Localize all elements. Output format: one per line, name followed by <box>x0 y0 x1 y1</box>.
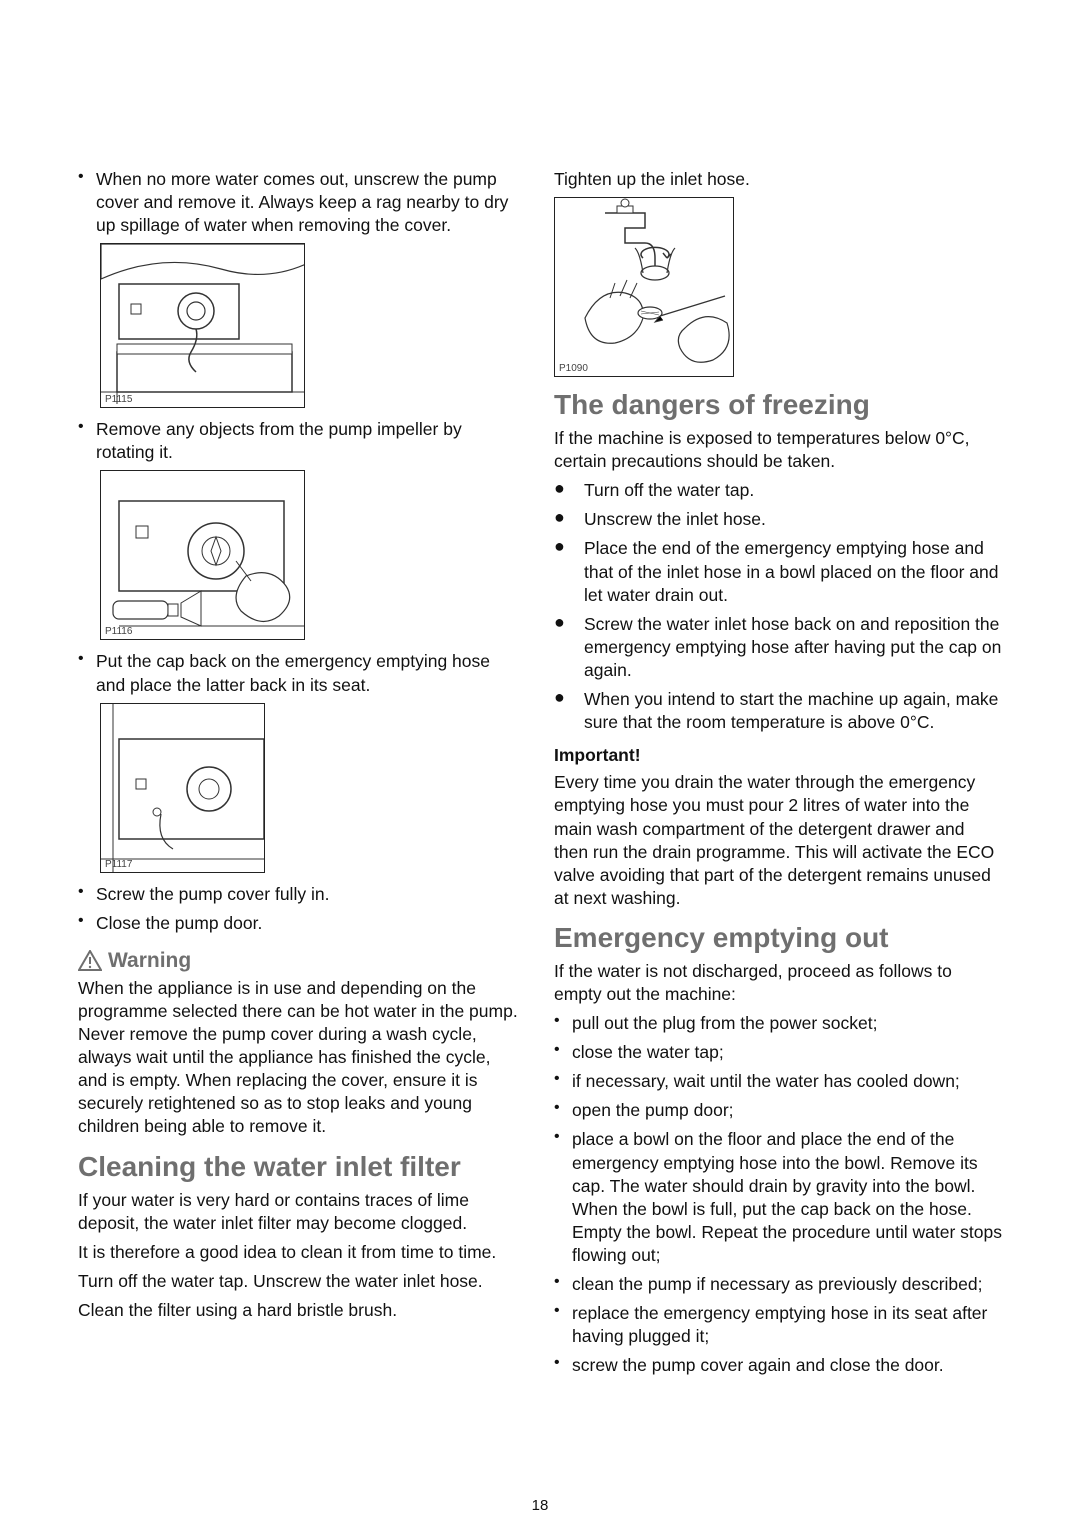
bullet: • <box>554 1302 572 1348</box>
bullet: • <box>78 883 96 906</box>
bullet: • <box>554 1012 572 1035</box>
li-text: replace the emergency emptying hose in i… <box>572 1302 1002 1348</box>
list-item: ● Screw the water inlet hose back on and… <box>554 613 1002 682</box>
li-text: Remove any objects from the pump impelle… <box>96 418 518 464</box>
page-number: 18 <box>0 1497 1080 1514</box>
right-column: Tighten up the inlet hose. <box>554 168 1002 1528</box>
li-text: clean the pump if necessary as previousl… <box>572 1273 1002 1296</box>
list-item: • screw the pump cover again and close t… <box>554 1354 1002 1377</box>
li-text: open the pump door; <box>572 1099 1002 1122</box>
li-text: Place the end of the emergency emptying … <box>584 537 1002 606</box>
warning-text: When the appliance is in use and dependi… <box>78 977 518 1139</box>
list-item: • Close the pump door. <box>78 912 518 935</box>
body-text: If your water is very hard or contains t… <box>78 1189 518 1235</box>
body-text: Tighten up the inlet hose. <box>554 168 1002 191</box>
list-item: • replace the emergency emptying hose in… <box>554 1302 1002 1348</box>
li-text: Screw the water inlet hose back on and r… <box>584 613 1002 682</box>
li-text: Screw the pump cover fully in. <box>96 883 518 906</box>
bullet: • <box>554 1354 572 1377</box>
bullet: • <box>78 168 96 237</box>
li-text: Turn off the water tap. <box>584 479 1002 502</box>
body-text: Turn off the water tap. Unscrew the wate… <box>78 1270 518 1293</box>
bullet: • <box>78 418 96 464</box>
list-item: ● When you intend to start the machine u… <box>554 688 1002 734</box>
li-text: Unscrew the inlet hose. <box>584 508 1002 531</box>
bullet: ● <box>554 688 584 734</box>
figure-p1116: P1116 <box>100 470 305 640</box>
bullet: ● <box>554 537 584 606</box>
important-text: Every time you drain the water through t… <box>554 771 1002 910</box>
warning-icon <box>78 950 102 971</box>
li-text: place a bowl on the floor and place the … <box>572 1128 1002 1267</box>
figure-label: P1116 <box>105 626 132 637</box>
li-text: if necessary, wait until the water has c… <box>572 1070 1002 1093</box>
section-emergency-title: Emergency emptying out <box>554 922 1002 954</box>
body-text: It is therefore a good idea to clean it … <box>78 1241 518 1264</box>
li-text: When no more water comes out, unscrew th… <box>96 168 518 237</box>
list-item: • When no more water comes out, unscrew … <box>78 168 518 237</box>
li-text: When you intend to start the machine up … <box>584 688 1002 734</box>
list-item: • pull out the plug from the power socke… <box>554 1012 1002 1035</box>
body-text: If the water is not discharged, proceed … <box>554 960 1002 1006</box>
figure-p1090: P1090 <box>554 197 734 377</box>
section-freezing-title: The dangers of freezing <box>554 389 1002 421</box>
bullet: • <box>78 912 96 935</box>
left-column: • When no more water comes out, unscrew … <box>78 168 518 1528</box>
bullet: • <box>554 1070 572 1093</box>
figure-p1117: P1117 <box>100 703 265 873</box>
li-text: Close the pump door. <box>96 912 518 935</box>
bullet: ● <box>554 613 584 682</box>
li-text: pull out the plug from the power socket; <box>572 1012 1002 1035</box>
list-item: • place a bowl on the floor and place th… <box>554 1128 1002 1267</box>
list-item: • if necessary, wait until the water has… <box>554 1070 1002 1093</box>
list-item: • Screw the pump cover fully in. <box>78 883 518 906</box>
important-label: Important! <box>554 744 1002 767</box>
li-text: screw the pump cover again and close the… <box>572 1354 1002 1377</box>
li-text: close the water tap; <box>572 1041 1002 1064</box>
list-item: • close the water tap; <box>554 1041 1002 1064</box>
bullet: • <box>554 1099 572 1122</box>
figure-label: P1090 <box>559 363 588 374</box>
list-item: • Remove any objects from the pump impel… <box>78 418 518 464</box>
figure-label: P1117 <box>105 859 132 870</box>
body-text: If the machine is exposed to temperature… <box>554 427 1002 473</box>
list-item: ● Place the end of the emergency emptyin… <box>554 537 1002 606</box>
li-text: Put the cap back on the emergency emptyi… <box>96 650 518 696</box>
section-cleaning-title: Cleaning the water inlet filter <box>78 1151 518 1183</box>
list-item: • open the pump door; <box>554 1099 1002 1122</box>
list-item: ● Turn off the water tap. <box>554 479 1002 502</box>
figure-label: P1115 <box>105 394 132 405</box>
bullet: ● <box>554 508 584 531</box>
bullet: ● <box>554 479 584 502</box>
list-item: • clean the pump if necessary as previou… <box>554 1273 1002 1296</box>
warning-title: Warning <box>108 949 191 973</box>
list-item: • Put the cap back on the emergency empt… <box>78 650 518 696</box>
body-text: Clean the filter using a hard bristle br… <box>78 1299 518 1322</box>
bullet: • <box>554 1128 572 1267</box>
bullet: • <box>554 1041 572 1064</box>
bullet: • <box>78 650 96 696</box>
bullet: • <box>554 1273 572 1296</box>
figure-p1115: P1115 <box>100 243 305 408</box>
warning-heading: Warning <box>78 949 518 973</box>
list-item: ● Unscrew the inlet hose. <box>554 508 1002 531</box>
